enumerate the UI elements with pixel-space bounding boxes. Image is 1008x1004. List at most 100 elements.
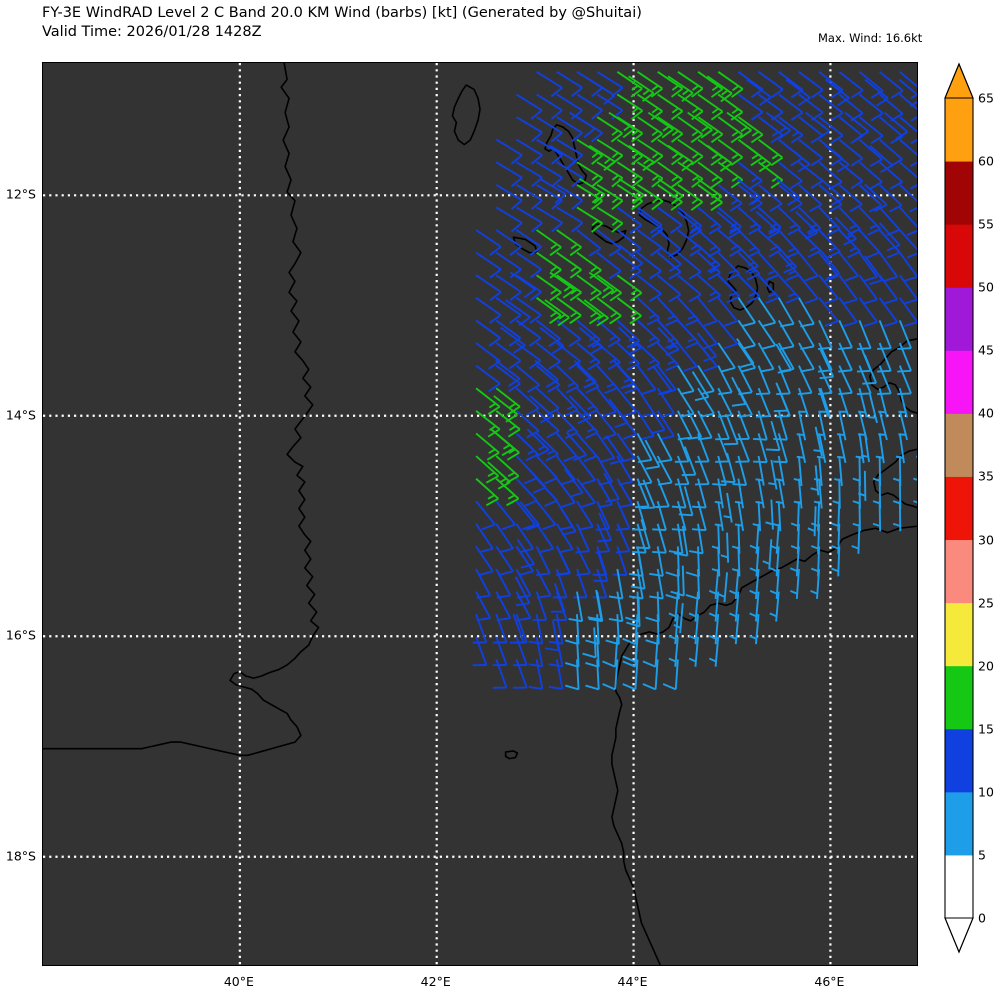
barb-shaft bbox=[487, 461, 511, 483]
barb-full bbox=[525, 524, 540, 531]
barb-shaft bbox=[798, 71, 824, 91]
wind-barb bbox=[529, 395, 554, 424]
wind-barb bbox=[548, 614, 564, 645]
barb-shaft bbox=[864, 78, 889, 100]
barb-shaft bbox=[536, 161, 563, 179]
wind-barb bbox=[737, 161, 763, 189]
barb-full bbox=[630, 262, 643, 272]
barb-full bbox=[759, 368, 774, 373]
barb-half bbox=[550, 288, 558, 295]
wind-barb bbox=[776, 365, 791, 396]
wind-barb bbox=[628, 144, 655, 172]
barb-full bbox=[509, 314, 522, 324]
barb-full bbox=[489, 246, 502, 256]
barb-shaft bbox=[640, 519, 651, 549]
wind-barb bbox=[795, 211, 819, 240]
wind-barb bbox=[757, 342, 775, 373]
barb-shaft bbox=[654, 636, 659, 667]
wind-barb bbox=[778, 274, 800, 304]
barb-shaft bbox=[838, 410, 847, 441]
barb-half bbox=[691, 130, 699, 137]
wind-barb bbox=[735, 433, 751, 463]
barb-half bbox=[788, 292, 796, 298]
barb-full bbox=[602, 433, 617, 440]
barb-full bbox=[602, 410, 617, 418]
barb-shaft bbox=[863, 470, 867, 501]
colorbar-tick-50: 50 bbox=[978, 279, 994, 295]
barb-full bbox=[548, 663, 563, 668]
barb-full bbox=[746, 295, 761, 304]
wind-barb bbox=[536, 116, 563, 143]
barb-shaft bbox=[723, 572, 729, 603]
barb-half bbox=[488, 448, 496, 454]
barb-shaft bbox=[495, 359, 521, 380]
wind-barb bbox=[616, 297, 642, 325]
barb-shaft bbox=[838, 116, 864, 137]
barb-full bbox=[685, 318, 699, 327]
barb-half bbox=[836, 433, 845, 437]
barb-shaft bbox=[656, 614, 660, 645]
barb-full bbox=[895, 131, 909, 140]
barb-half bbox=[570, 288, 578, 295]
barb-full bbox=[499, 570, 514, 576]
wind-barb bbox=[576, 251, 602, 279]
colorbar-cell-15-20 bbox=[945, 665, 973, 730]
barb-half bbox=[791, 131, 800, 137]
barb-shaft bbox=[838, 455, 843, 486]
barb-shaft bbox=[717, 297, 738, 322]
barb-shaft bbox=[616, 93, 643, 112]
barb-shaft bbox=[879, 71, 904, 92]
barb-shaft bbox=[757, 387, 771, 417]
barb-shaft bbox=[556, 251, 582, 271]
barb-shaft bbox=[475, 364, 501, 385]
barb-shaft bbox=[596, 410, 617, 435]
barb-shaft bbox=[596, 229, 622, 250]
wind-barb bbox=[495, 545, 514, 576]
wind-barb bbox=[556, 297, 582, 325]
max-wind-annotation: Max. Wind: 16.6kt bbox=[818, 31, 923, 45]
barb-shaft bbox=[636, 365, 657, 391]
barb-half bbox=[487, 494, 495, 500]
wind-barb bbox=[899, 274, 917, 305]
barb-shaft bbox=[798, 274, 819, 300]
wind-barb bbox=[793, 478, 803, 509]
barb-half bbox=[651, 174, 659, 182]
wind-barb bbox=[674, 455, 690, 486]
barb-full bbox=[581, 479, 596, 486]
wind-barb bbox=[475, 319, 501, 347]
barb-shaft bbox=[770, 499, 774, 530]
barb-shaft bbox=[818, 229, 841, 253]
barb-shaft bbox=[556, 342, 582, 363]
barb-full bbox=[826, 272, 840, 280]
barb-full bbox=[785, 274, 800, 282]
barb-full bbox=[765, 296, 780, 304]
barb-shaft bbox=[556, 364, 580, 388]
barb-full bbox=[739, 129, 752, 139]
barb-shaft bbox=[818, 410, 827, 441]
barb-full bbox=[778, 129, 791, 140]
barb-full bbox=[609, 292, 622, 302]
barb-shaft bbox=[681, 565, 685, 596]
barb-half bbox=[813, 500, 822, 505]
wind-barb bbox=[897, 320, 912, 350]
barb-full bbox=[649, 595, 664, 600]
wind-barb bbox=[588, 78, 616, 105]
barb-shaft bbox=[757, 116, 784, 136]
wind-barb bbox=[636, 184, 664, 211]
barb-full bbox=[588, 315, 602, 325]
wind-barb bbox=[602, 636, 619, 668]
barb-shaft bbox=[535, 591, 548, 621]
barb-full bbox=[670, 201, 683, 211]
barb-shaft bbox=[883, 111, 909, 133]
barb-shaft bbox=[818, 455, 823, 486]
wind-barb bbox=[495, 359, 521, 388]
wind-barb bbox=[490, 428, 515, 457]
wind-barb bbox=[556, 274, 582, 302]
barb-shaft bbox=[757, 319, 777, 346]
barb-shaft bbox=[777, 319, 795, 347]
wind-barb bbox=[568, 395, 592, 425]
barb-full bbox=[863, 298, 878, 305]
barb-full bbox=[726, 295, 740, 304]
barb-full bbox=[564, 160, 577, 171]
barb-full bbox=[518, 316, 531, 327]
